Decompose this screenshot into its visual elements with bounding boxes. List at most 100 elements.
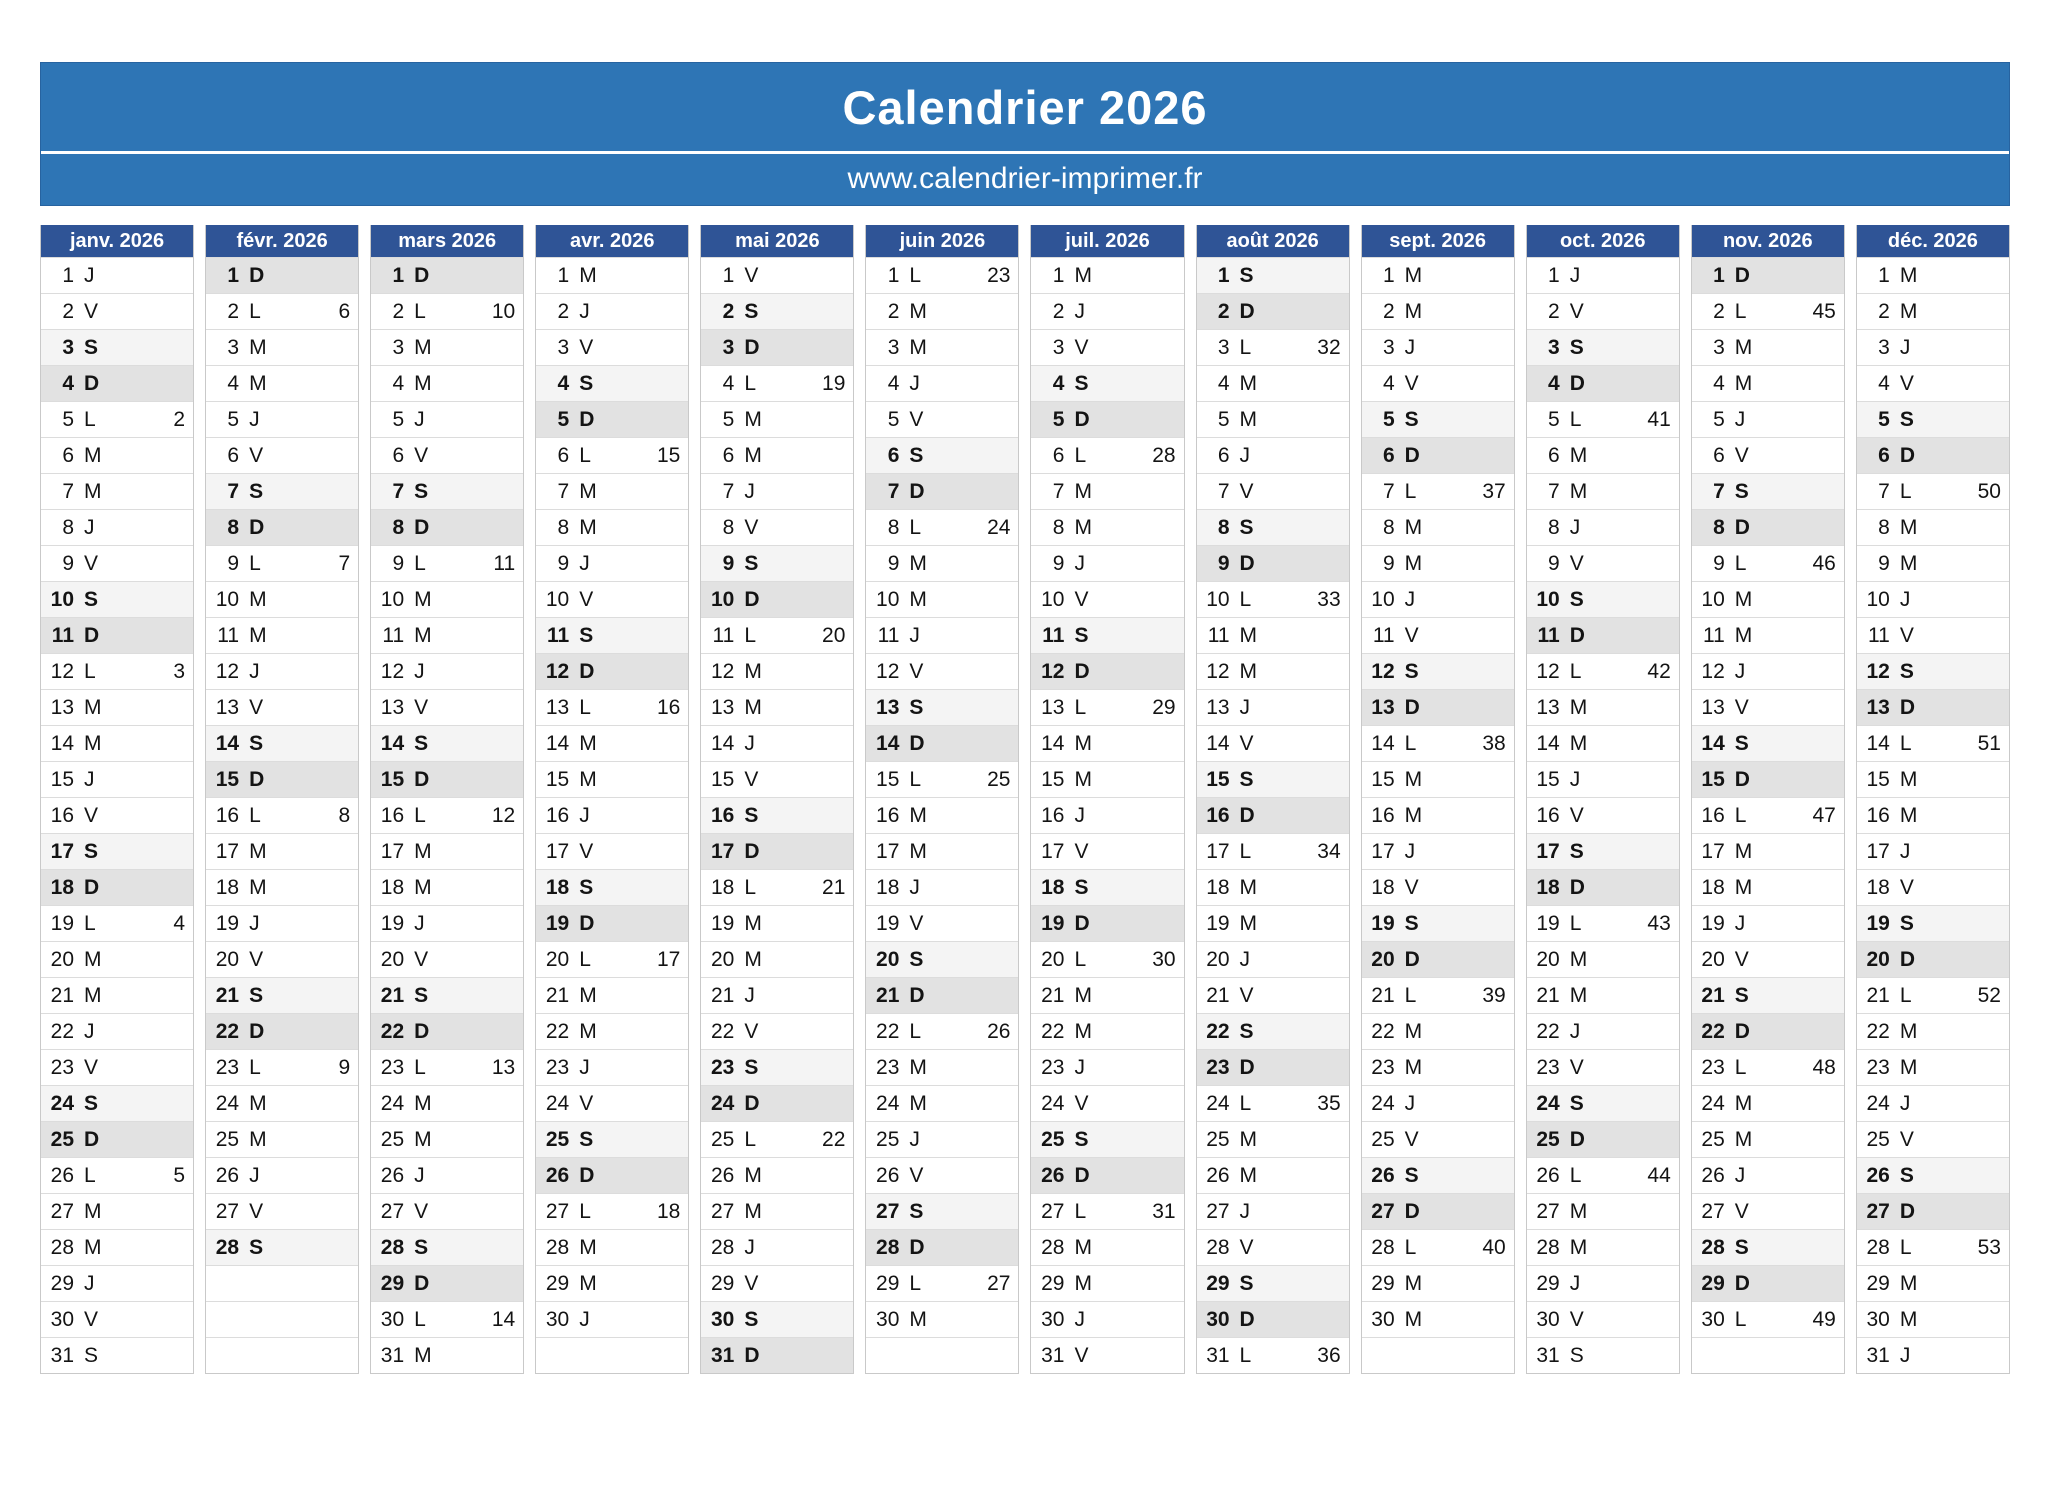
day-number: 6 xyxy=(227,443,240,467)
day-number: 8 xyxy=(1382,515,1395,539)
week-number: 14 xyxy=(491,1307,516,1331)
day-row: 26 J xyxy=(1691,1157,1844,1193)
month-body: 1 M 2 J 3 V 4 S 5 D 6 L 15 7 M 8 M 9 J 10 V 11 S 12 D 13 L 16 14 M 15 M… xyxy=(536,257,689,1373)
day-letter: S xyxy=(744,299,759,323)
day-number: 7 xyxy=(392,479,405,503)
day-letter: J xyxy=(1899,587,1911,611)
month-column: juin 2026 1 L 23 2 M 3 M 4 J 5 V 6 S 7 D 8 L 24 9 M 10 M 11 J 12… xyxy=(865,225,1020,1374)
month-header: avr. 2026 xyxy=(536,225,689,257)
day-number: 17 xyxy=(1041,839,1065,863)
day-row: 1 L 23 xyxy=(866,257,1019,293)
day-number: 5 xyxy=(227,407,240,431)
day-letter: D xyxy=(1899,1199,1916,1223)
day-letter: M xyxy=(1569,947,1588,971)
day-letter: V xyxy=(1734,947,1749,971)
day-letter: D xyxy=(1899,947,1916,971)
day-number: 25 xyxy=(1371,1127,1395,1151)
day-number: 17 xyxy=(1701,839,1725,863)
day-number: 31 xyxy=(710,1343,735,1367)
day-letter: L xyxy=(1074,695,1087,719)
day-number: 6 xyxy=(557,443,570,467)
day-letter: M xyxy=(909,1055,927,1079)
day-letter: S xyxy=(1239,767,1254,791)
day-number: 27 xyxy=(50,1199,74,1223)
day-letter: M xyxy=(909,803,927,827)
day-row: 28 S xyxy=(1691,1229,1844,1265)
day-number: 13 xyxy=(1371,695,1395,719)
day-row: 13 M xyxy=(41,689,194,725)
day-row: 18 J xyxy=(866,869,1019,905)
day-row: 14 J xyxy=(701,725,854,761)
day-letter: D xyxy=(1734,767,1750,791)
day-number: 30 xyxy=(1701,1307,1725,1331)
day-row: 18 M xyxy=(1196,869,1349,905)
day-row: 17 M xyxy=(1691,833,1844,869)
day-row: 14 L 51 xyxy=(1856,725,2009,761)
week-number: 29 xyxy=(1152,695,1176,719)
day-letter: L xyxy=(1404,731,1417,755)
day-number: 3 xyxy=(392,335,405,359)
day-letter: S xyxy=(84,335,99,359)
day-letter: D xyxy=(249,1019,265,1043)
day-letter: L xyxy=(249,551,261,575)
day-letter: J xyxy=(84,1019,95,1043)
day-letter: S xyxy=(1404,911,1419,935)
day-letter: M xyxy=(414,623,432,647)
day-row: 26 M xyxy=(1196,1157,1349,1193)
day-row: 23 J xyxy=(1031,1049,1184,1085)
day-letter: S xyxy=(744,551,759,575)
day-letter: M xyxy=(1899,1271,1918,1295)
day-row: 16 L 47 xyxy=(1691,797,1844,833)
day-number: 2 xyxy=(227,299,240,323)
day-row: 4 L 19 xyxy=(701,365,854,401)
day-number: 26 xyxy=(1206,1163,1230,1187)
day-row: 20 M xyxy=(701,941,854,977)
day-letter: D xyxy=(1239,551,1255,575)
day-number: 24 xyxy=(50,1091,74,1115)
day-number: 23 xyxy=(1206,1055,1230,1079)
day-letter: V xyxy=(909,911,924,935)
day-letter: S xyxy=(414,1235,429,1259)
day-number: 7 xyxy=(722,479,735,503)
day-letter: V xyxy=(1074,587,1089,611)
day-letter: S xyxy=(1899,407,1914,431)
day-number: 21 xyxy=(1041,983,1065,1007)
day-number: 28 xyxy=(380,1235,405,1259)
week-number: 30 xyxy=(1152,947,1176,971)
day-number: 4 xyxy=(1382,371,1395,395)
day-row: 24 D xyxy=(701,1085,854,1121)
day-number: 9 xyxy=(1217,551,1230,575)
week-number: 2 xyxy=(173,407,186,431)
day-letter: V xyxy=(1239,983,1254,1007)
day-number: 14 xyxy=(1536,731,1560,755)
day-letter: V xyxy=(249,947,264,971)
day-letter: M xyxy=(579,1019,597,1043)
day-number: 28 xyxy=(876,1235,900,1259)
day-row: 16 L 8 xyxy=(206,797,359,833)
day-row: 27 J xyxy=(1196,1193,1349,1229)
month-column: nov. 2026 1 D 2 L 45 3 M 4 M 5 J 6 V 7 S 8 D 9 L 46 10 M 11 M 12… xyxy=(1690,225,1845,1374)
day-row: 15 M xyxy=(1361,761,1514,797)
day-letter: D xyxy=(249,263,265,287)
day-number: 24 xyxy=(1866,1091,1890,1115)
day-row: 22 J xyxy=(41,1013,194,1049)
day-number: 19 xyxy=(380,911,405,935)
day-row: 11 D xyxy=(41,617,194,653)
month-body: 1 D 2 L 45 3 M 4 M 5 J 6 V 7 S 8 D 9 L 46 10 M 11 M 12 J 13 V 14 S 15 D… xyxy=(1691,257,1844,1373)
day-letter: M xyxy=(414,1091,432,1115)
day-row: 24 L 35 xyxy=(1196,1085,1349,1121)
week-number: 17 xyxy=(656,947,681,971)
day-number: 8 xyxy=(1548,515,1560,539)
day-row: 20 V xyxy=(206,941,359,977)
day-number: 20 xyxy=(1701,947,1725,971)
week-number: 22 xyxy=(822,1127,846,1151)
day-letter: S xyxy=(1074,875,1089,899)
